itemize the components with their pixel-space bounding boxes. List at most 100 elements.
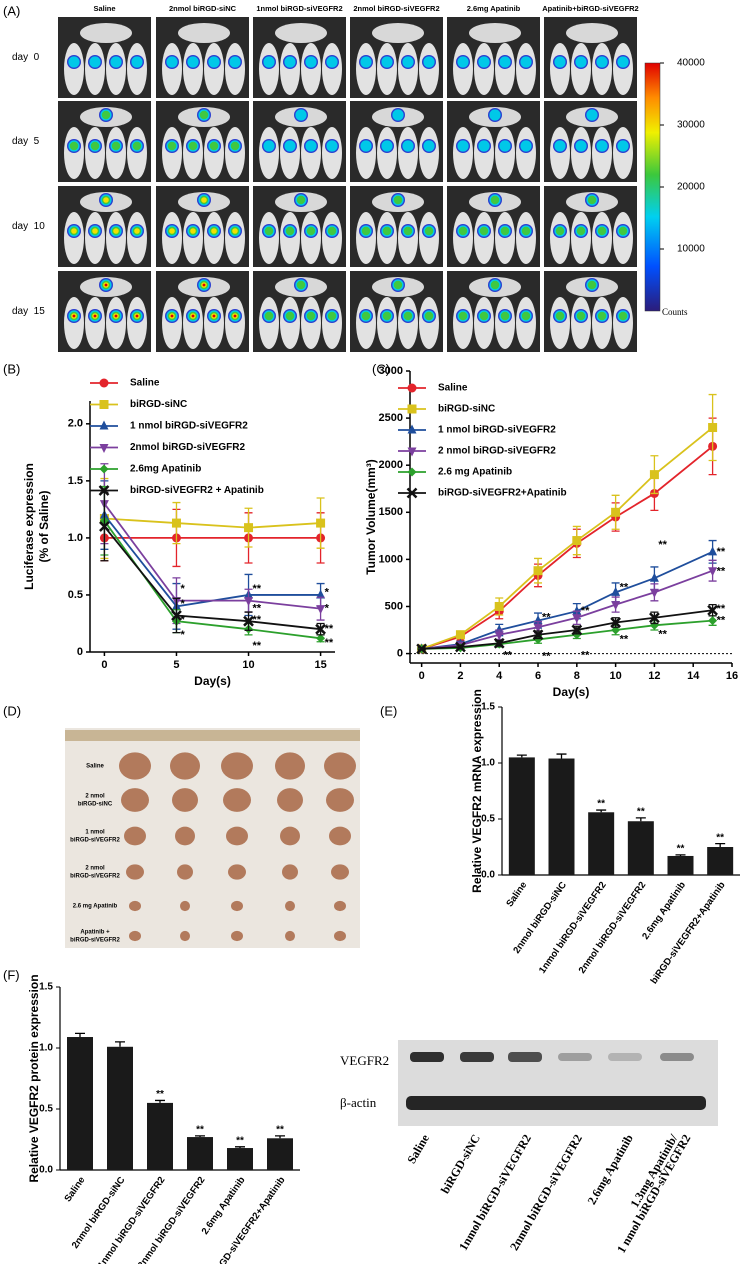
point [708,567,718,577]
signal [71,228,77,234]
x-tick-label: 1nmol biRGD-siVEGFR2 [537,880,609,976]
signal [392,109,404,121]
colorbar-tick-label: 30000 [677,120,705,131]
legend-label: Saline [438,383,468,394]
blot-band-label: VEGFR2 [340,1053,389,1068]
x-tick-label: 5 [173,659,179,671]
actin-bands [406,1096,706,1110]
significance: ** [253,640,262,652]
tumor [331,864,349,880]
tumor [226,826,248,846]
legend-label: biRGD-siVEGFR2 + Apatinib [130,485,264,496]
mouse-image [58,271,151,352]
signal [202,283,206,287]
y-tick-label: 1.0 [481,758,495,769]
signal [101,110,111,120]
signal [113,228,119,234]
tumor [124,826,146,846]
significance: ** [253,583,262,595]
point [171,518,181,528]
signal [500,226,510,236]
mouse-image [253,271,346,352]
signal [69,141,79,151]
signal [478,140,490,152]
series-line [421,569,713,650]
column-header: 2nmol biRGD-siNC [169,4,237,13]
error-bar [75,1032,85,1038]
point [611,507,621,517]
error-bar [675,854,686,856]
bar [227,1148,253,1170]
x-tick-label: 16 [726,670,738,682]
bar [107,1046,133,1170]
signal [111,141,121,151]
signal [295,109,307,121]
signal [381,56,393,68]
y-tick-label: 0.5 [39,1104,53,1115]
point [243,615,254,627]
signal [393,195,403,205]
x-tick-label: biRGD-siVEGFR2+Apatinib [649,880,728,987]
bar [588,812,615,875]
series-line [421,551,713,650]
signal [188,141,198,151]
legend-label: 2.6 mg Apatinib [438,467,512,478]
point [316,518,326,528]
legend-marker [407,447,417,457]
point [649,588,659,598]
x-axis-label: Day(s) [553,685,590,699]
panel-label: (B) [3,361,20,376]
significance: ** [717,603,726,615]
signal [617,140,629,152]
point [571,624,583,636]
tumor [126,864,144,880]
mouse [275,23,327,43]
tumor [228,864,246,880]
mouse-image [350,186,443,267]
error-bar [556,753,567,759]
mouse-image [447,186,540,267]
tumor [277,788,303,812]
blot-band-label: β-actin [340,1095,377,1110]
y-axis-label: Luciferase expression [22,463,36,590]
x-tick-label: 0 [419,670,425,682]
signal [424,311,434,321]
significance: ** [276,1124,284,1135]
signal [618,226,628,236]
series-line [103,514,321,608]
significance: ** [717,566,726,578]
signal [92,228,98,234]
point [99,521,110,532]
tumor [280,826,300,846]
signal [284,140,296,152]
y-tick-label: 1.5 [68,475,83,487]
error-bar [195,1135,205,1138]
signal [360,56,372,68]
signal [423,140,435,152]
mouse-image [447,17,540,98]
signal [131,56,143,68]
panel-label: (A) [3,3,20,18]
signal [169,228,175,234]
signal [264,226,274,236]
point [533,623,543,633]
signal [166,56,178,68]
legend-marker [406,487,418,499]
x-tick-label: 2.6mg Apatinib [200,1175,248,1237]
significance: ** [542,650,551,662]
point [572,605,582,615]
signal [617,56,629,68]
signal [305,56,317,68]
signal [72,314,76,318]
tumor [129,930,141,942]
mouse-image [156,101,249,182]
tumor [180,930,190,942]
y-tick-label: 0.0 [481,870,495,881]
tumor-photo [65,728,360,948]
signal [296,280,306,290]
x-tick-label: Saline [504,880,529,909]
point [316,633,326,643]
tumor [324,752,356,780]
mouse [372,23,424,43]
